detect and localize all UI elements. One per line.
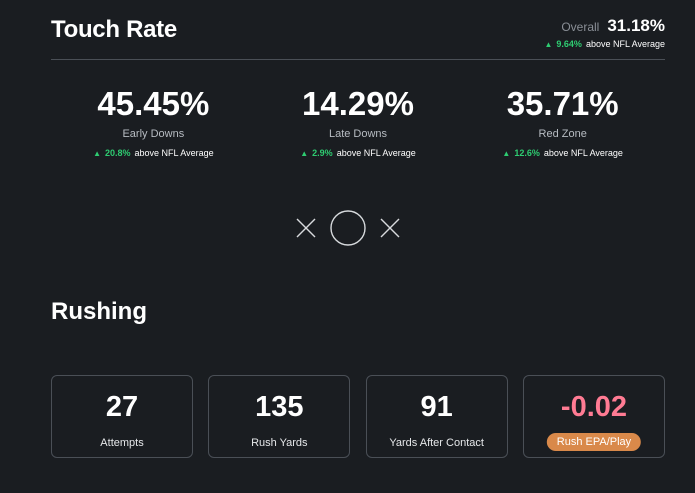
delta-suffix: above NFL Average [134, 148, 214, 158]
x-o-divider [0, 208, 695, 248]
stat-early-downs: 45.45% Early Downs ▲ 20.8% above NFL Ave… [51, 85, 256, 159]
circle-icon [329, 210, 366, 246]
card-value: 91 [420, 391, 453, 423]
delta-suffix: above NFL Average [543, 148, 623, 158]
card-attempts: 27 Attempts [51, 375, 193, 458]
card-value: 135 [255, 391, 304, 423]
stat-label: Red Zone [538, 128, 587, 140]
arrow-up-icon: ▲ [502, 148, 511, 158]
overall-value: 31.18% [607, 16, 665, 35]
stat-delta-value: 12.6% [514, 148, 540, 158]
card-label: Yards After Contact [389, 437, 484, 449]
card-value: 27 [105, 391, 139, 423]
stat-value: 45.45% [97, 85, 210, 122]
card-label: Attempts [100, 437, 144, 449]
stat-value: 14.29% [302, 85, 414, 122]
arrow-up-icon: ▲ [300, 148, 309, 158]
overall-delta-value: 9.64% [556, 39, 582, 49]
stat-delta: ▲ 20.8% above NFL Average [51, 148, 256, 158]
stat-label: Early Downs [122, 128, 185, 140]
arrow-up-icon: ▲ [93, 148, 101, 158]
card-label: Rush Yards [251, 437, 308, 449]
delta-suffix: above NFL Average [336, 148, 416, 158]
rushing-cards: 27 Attempts 135 Rush Yards 91 Yards Afte… [51, 375, 665, 458]
rushing-title: Rushing [51, 298, 147, 325]
divider [51, 59, 665, 60]
rush-epa-badge: Rush EPA/Play [546, 433, 642, 451]
overall-summary: Overall 31.18% ▲ 9.64% above NFL Average [544, 16, 665, 49]
stat-delta: ▲ 12.6% above NFL Average [460, 148, 665, 158]
delta-suffix: above NFL Average [585, 39, 665, 49]
card-yards-after-contact: 91 Yards After Contact [365, 375, 508, 458]
stat-red-zone: 35.71% Red Zone ▲ 12.6% above NFL Averag… [460, 85, 665, 159]
arrow-up-icon: ▲ [544, 39, 553, 49]
overall-label: Overall [561, 20, 600, 34]
stat-late-downs: 14.29% Late Downs ▲ 2.9% above NFL Avera… [256, 85, 461, 159]
stat-value: 35.71% [506, 85, 619, 122]
card-value: -0.02 [560, 391, 628, 423]
stat-delta: ▲ 2.9% above NFL Average [256, 148, 461, 158]
x-icon [380, 218, 399, 238]
x-icon [296, 218, 315, 238]
stat-delta-value: 2.9% [312, 148, 333, 158]
touch-rate-title: Touch Rate [51, 16, 177, 43]
overall-delta: ▲ 9.64% above NFL Average [544, 39, 665, 49]
card-rush-epa: -0.02 Rush EPA/Play [522, 375, 665, 458]
stat-label: Late Downs [328, 128, 388, 140]
card-rush-yards: 135 Rush Yards [208, 375, 351, 458]
stat-delta-value: 20.8% [105, 148, 131, 158]
touch-rate-stats: 45.45% Early Downs ▲ 20.8% above NFL Ave… [51, 85, 665, 159]
